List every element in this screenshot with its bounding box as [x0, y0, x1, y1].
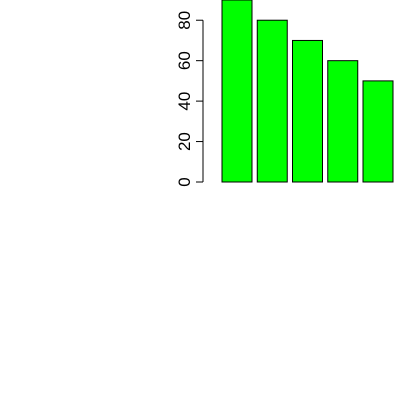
y-axis: 0 20 40 60 80 [175, 11, 204, 187]
bar [221, 0, 253, 183]
bar [362, 80, 394, 183]
y-tick-label: 80 [175, 11, 194, 30]
bars-group [221, 0, 394, 183]
y-tick-label: 40 [175, 92, 194, 111]
y-tick-label: 0 [175, 177, 194, 186]
bar [327, 60, 359, 183]
y-tick-label: 20 [175, 132, 194, 151]
bar [256, 19, 288, 183]
y-tick-label: 60 [175, 51, 194, 70]
bar [292, 39, 323, 183]
